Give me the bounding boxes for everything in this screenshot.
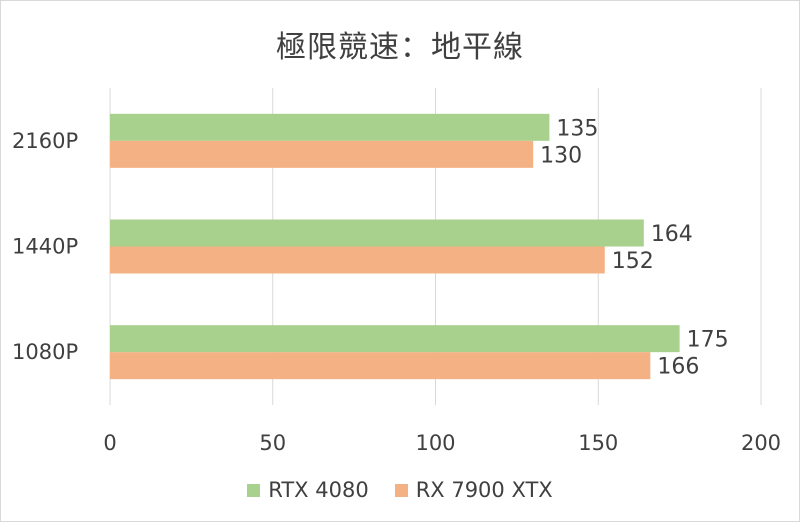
x-tick-label-4: 200 — [741, 431, 781, 455]
chart-title: 極限競速：地平線 — [276, 30, 524, 65]
bar-series-1-1080P — [110, 325, 680, 353]
legend-label-series-1: RTX 4080 — [268, 478, 369, 502]
data-label-series-2-2160P: 130 — [540, 143, 582, 168]
bar-series-2-1440P — [110, 246, 605, 274]
legend: RTX 4080 RX 7900 XTX — [0, 478, 800, 502]
data-label-series-2-1440P: 152 — [612, 249, 654, 274]
x-tick-label-0: 0 — [103, 431, 116, 455]
legend-swatch-series-2 — [394, 483, 408, 497]
legend-item-series-2: RX 7900 XTX — [394, 478, 553, 502]
y-category-label-2: 1080P — [12, 340, 78, 364]
bar-series-2-2160P — [110, 140, 534, 168]
bar-series-2-1080P — [110, 352, 651, 380]
legend-label-series-2: RX 7900 XTX — [415, 478, 553, 502]
x-tick-label-1: 50 — [259, 431, 286, 455]
x-tick-label-3: 150 — [578, 431, 618, 455]
data-label-series-2-1080P: 166 — [657, 355, 699, 380]
legend-item-series-1: RTX 4080 — [247, 478, 369, 502]
data-label-series-1-2160P: 135 — [556, 116, 598, 141]
y-category-label-0: 2160P — [12, 129, 78, 153]
legend-swatch-series-1 — [247, 483, 261, 497]
bar-series-1-2160P — [110, 113, 550, 141]
bar-series-1-1440P — [110, 219, 644, 247]
y-category-label-1: 1440P — [12, 235, 78, 259]
data-label-series-1-1080P: 175 — [687, 328, 729, 353]
x-tick-label-2: 100 — [415, 431, 455, 455]
data-label-series-1-1440P: 164 — [651, 222, 693, 247]
